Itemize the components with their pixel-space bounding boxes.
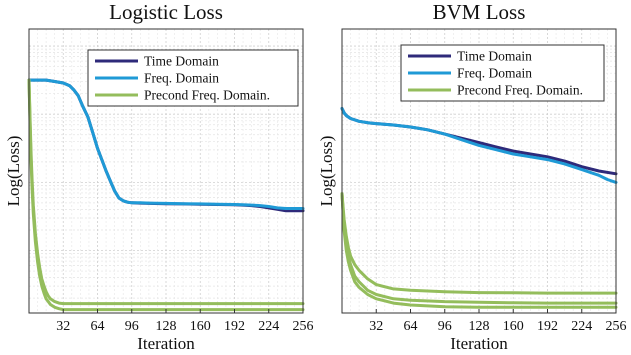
x-tick-label: 160 <box>503 319 524 334</box>
x-tick-label: 160 <box>190 319 211 334</box>
x-tick-label: 256 <box>293 319 314 334</box>
series-line-2 <box>340 107 618 184</box>
x-tick-label: 96 <box>125 319 139 334</box>
legend-entry-label: Freq. Domain <box>144 71 219 86</box>
x-tick-label: 32 <box>369 319 383 334</box>
series-line-5 <box>340 192 618 309</box>
legend-entry-label: Precond Freq. Domain. <box>457 83 583 98</box>
chart-title: BVM Loss <box>433 0 526 24</box>
x-tick-label: 224 <box>258 319 279 334</box>
legend-entry-label: Time Domain <box>457 49 532 64</box>
x-tick-label: 64 <box>91 319 105 334</box>
x-tick-label: 32 <box>56 319 70 334</box>
series-line-3 <box>340 192 618 295</box>
legend-entry-label: Freq. Domain <box>457 66 532 81</box>
legend: Time Domain Freq. Domain Precond Freq. Dom… <box>87 49 299 107</box>
legend-entry-label: Precond Freq. Domain. <box>144 88 270 103</box>
x-axis-label: Iteration <box>450 334 508 353</box>
x-axis-label: Iteration <box>137 334 195 353</box>
series-line-4 <box>27 78 305 312</box>
y-axis-label: Log(Loss) <box>4 136 23 207</box>
chart-panel-1: 32 64 96 128 160 192 224 256 Logistic Loss Iterat… <box>4 0 314 353</box>
x-tick-label: 64 <box>404 319 418 334</box>
x-tick-label: 224 <box>571 319 592 334</box>
series-line-2 <box>27 78 305 210</box>
x-tick-label: 192 <box>224 319 245 334</box>
x-tick-label: 128 <box>469 319 490 334</box>
chart-panel-2: 32 64 96 128 160 192 224 256 BVM Loss Iteration Lo… <box>317 0 627 353</box>
legend-entry-label: Time Domain <box>144 54 219 69</box>
x-tick-label: 192 <box>537 319 558 334</box>
legend: Time Domain Freq. Domain Precond Freq. Dom… <box>400 44 605 102</box>
chart-title: Logistic Loss <box>109 0 223 24</box>
x-tick-label: 256 <box>606 319 627 334</box>
x-tick-label: 96 <box>438 319 452 334</box>
grid <box>29 29 303 313</box>
x-tick-label: 128 <box>156 319 177 334</box>
y-axis-label: Log(Loss) <box>317 136 336 207</box>
